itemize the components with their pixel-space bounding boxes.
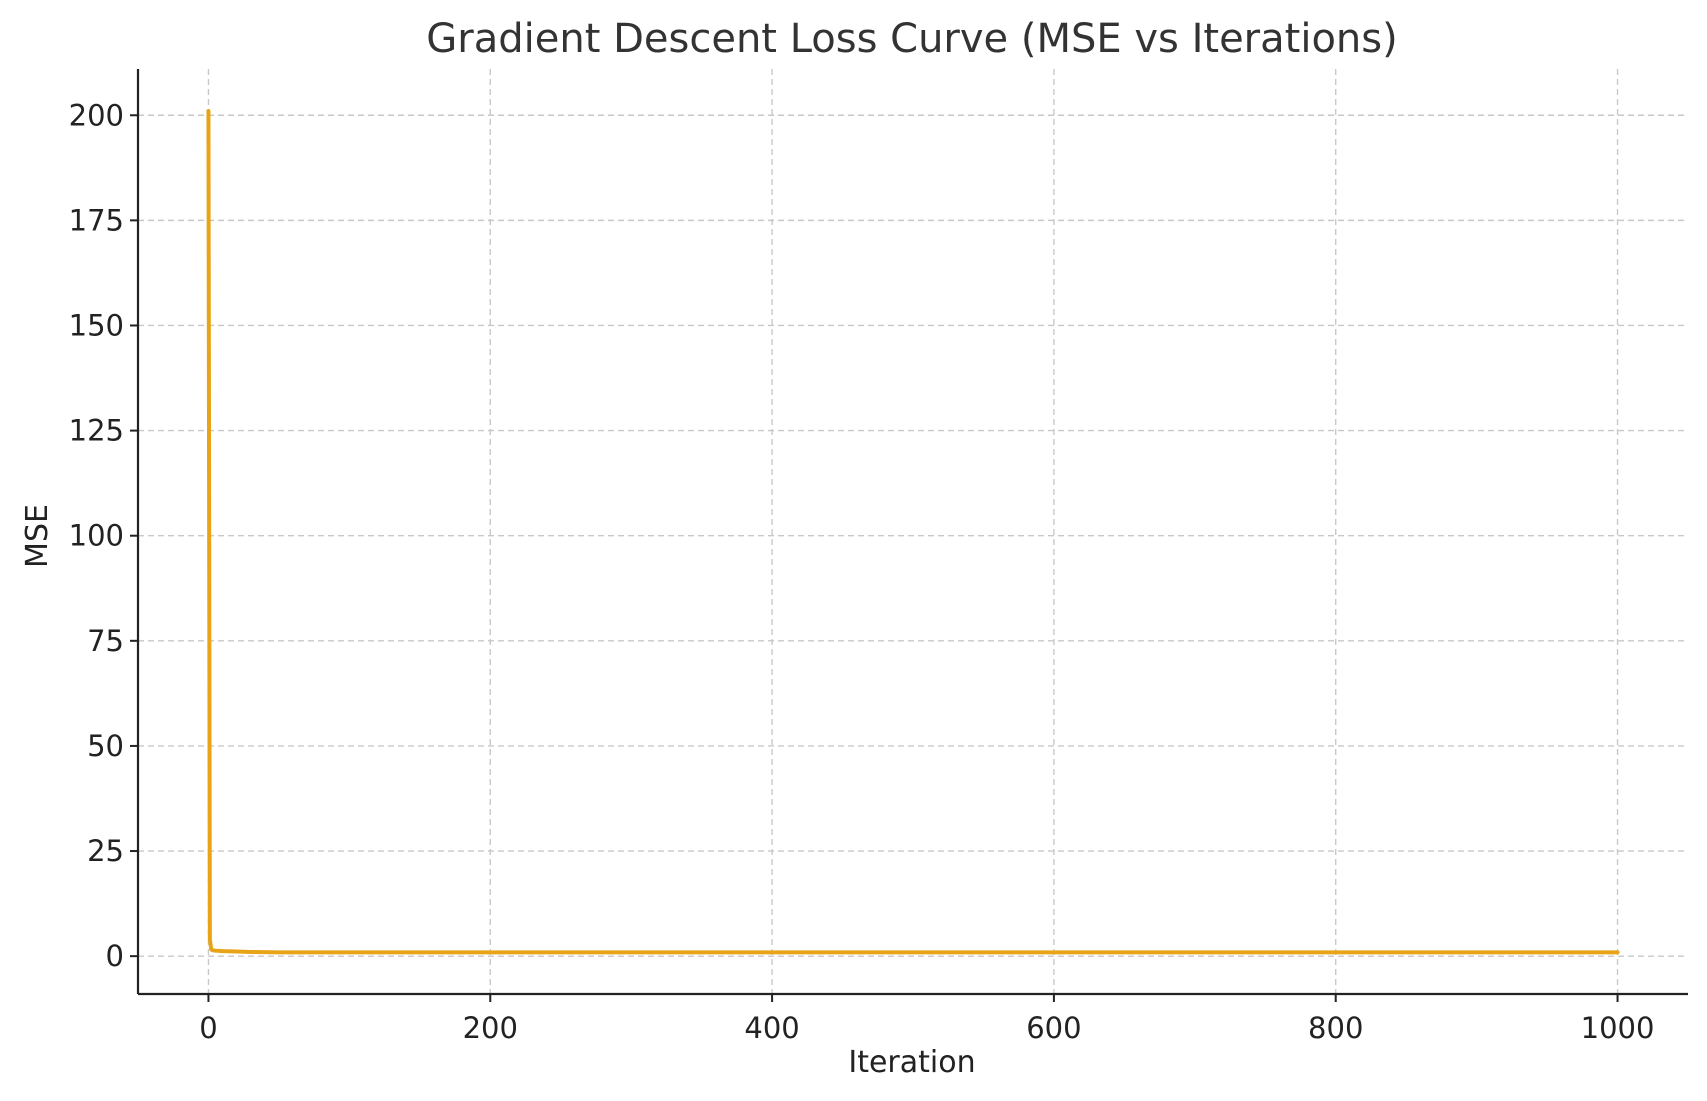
y-tick-label: 150 [69, 308, 124, 342]
y-tick-label: 0 [106, 939, 124, 973]
y-tick-label: 125 [69, 414, 124, 448]
y-tick-label: 175 [69, 203, 124, 237]
chart-title: Gradient Descent Loss Curve (MSE vs Iter… [426, 16, 1397, 62]
ticks: 0 200 400 600 800 1000 0 25 50 75 100 125 150 175 200 [69, 98, 1655, 1045]
axes [136, 69, 1688, 996]
y-tick-label: 100 [69, 519, 124, 553]
x-tick-label: 200 [463, 1011, 518, 1045]
x-tick-label: 1000 [1581, 1011, 1655, 1045]
y-tick-label: 25 [87, 834, 124, 868]
y-axis-label: MSE [20, 504, 55, 568]
x-tick-label: 400 [744, 1011, 799, 1045]
x-axis-label: Iteration [848, 1045, 975, 1080]
loss-series-line [206, 109, 1620, 955]
series-layer [206, 109, 1620, 955]
y-tick-label: 75 [87, 624, 124, 658]
x-tick-label: 800 [1308, 1011, 1363, 1045]
grid [138, 69, 1688, 994]
y-tick-label: 50 [87, 729, 124, 763]
x-tick-label: 600 [1026, 1011, 1081, 1045]
y-tick-label: 200 [69, 98, 124, 132]
x-tick-label: 0 [199, 1011, 217, 1045]
